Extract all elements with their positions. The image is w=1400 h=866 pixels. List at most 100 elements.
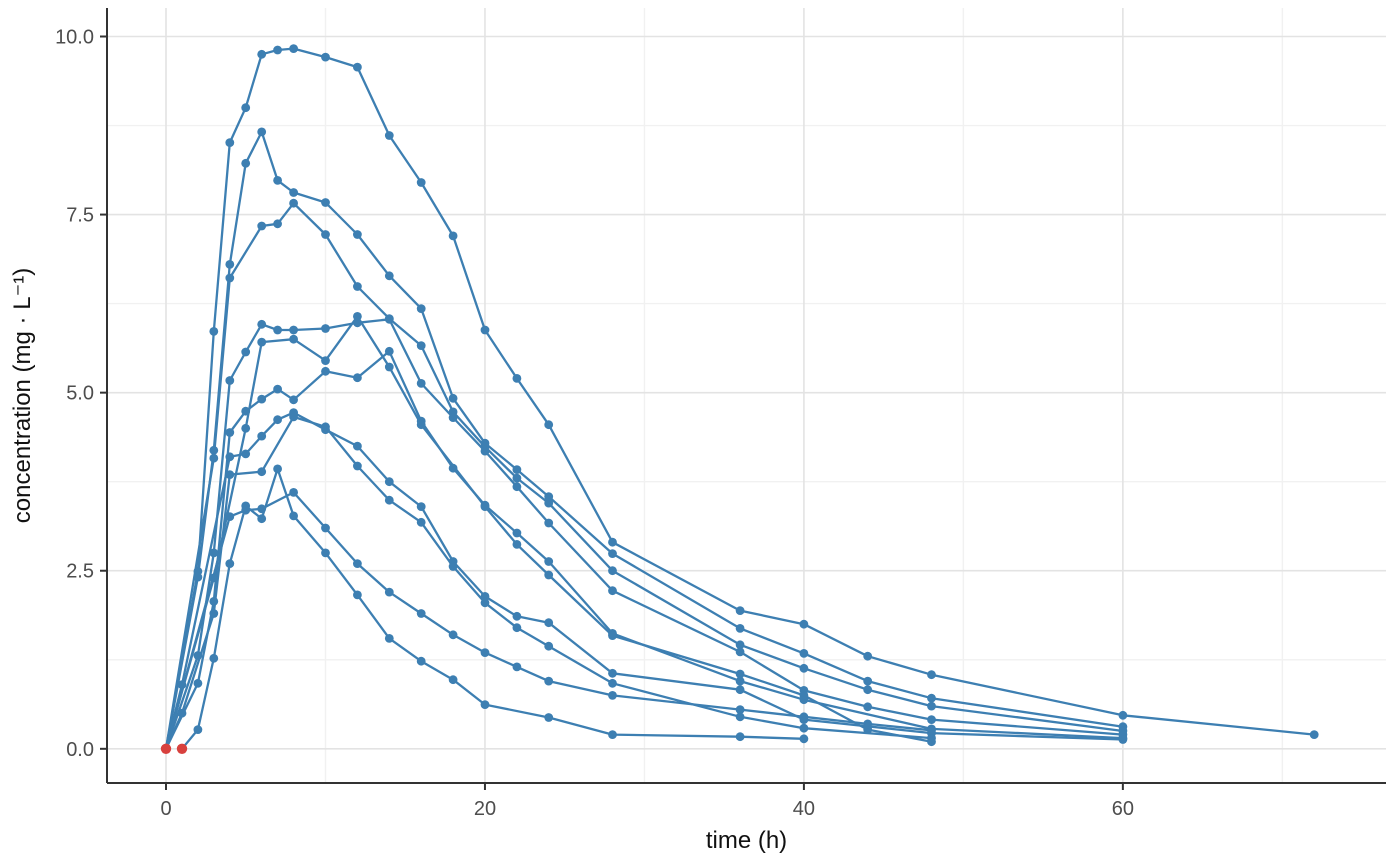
x-axis-title: time (h) <box>706 827 787 854</box>
data-point <box>353 62 362 72</box>
data-point <box>480 598 490 608</box>
series-line-profile-08 <box>180 467 806 750</box>
data-point <box>448 463 458 473</box>
data-point <box>209 453 219 463</box>
data-point <box>289 511 298 521</box>
y-tick-label: 2.5 <box>66 561 94 583</box>
data-point <box>225 376 235 385</box>
data-point <box>241 423 251 433</box>
series-line-profile-04 <box>164 318 1125 750</box>
data-point <box>225 470 235 479</box>
data-point <box>448 231 458 241</box>
data-point <box>209 548 219 558</box>
data-point <box>480 446 490 456</box>
data-point <box>416 656 426 666</box>
data-point <box>608 549 617 558</box>
data-point <box>799 712 809 722</box>
data-point <box>544 618 554 628</box>
data-point <box>416 502 426 511</box>
data-point <box>353 441 362 451</box>
data-point <box>735 669 745 679</box>
data-point <box>735 685 745 695</box>
data-point <box>480 592 490 601</box>
data-point <box>512 540 522 549</box>
data-point <box>448 393 458 403</box>
data-point <box>416 178 426 187</box>
data-point <box>241 103 251 113</box>
data-point <box>927 715 936 724</box>
data-point <box>799 723 809 733</box>
data-point <box>799 691 809 700</box>
y-tick-label: 0.0 <box>66 739 94 761</box>
data-point <box>273 325 282 335</box>
data-point <box>384 271 394 281</box>
data-point <box>544 676 554 686</box>
data-point <box>209 609 219 618</box>
data-point <box>384 477 394 487</box>
data-point <box>448 413 458 422</box>
data-point <box>193 678 203 688</box>
data-point <box>863 651 873 661</box>
data-point <box>257 49 267 59</box>
data-point <box>448 562 458 571</box>
data-point <box>353 461 362 471</box>
data-point <box>321 230 330 239</box>
data-point <box>480 325 490 335</box>
data-point <box>225 452 235 462</box>
data-point <box>193 651 203 660</box>
data-point <box>1118 735 1128 744</box>
data-point <box>1118 710 1128 720</box>
highlight-point <box>176 743 188 754</box>
data-point <box>512 662 522 672</box>
y-tick-label: 5.0 <box>66 383 94 405</box>
data-point <box>384 634 394 643</box>
data-point <box>735 732 745 742</box>
data-point <box>480 502 490 511</box>
data-point <box>321 52 330 62</box>
data-point <box>384 314 394 324</box>
data-point <box>241 406 251 416</box>
y-axis-title: concentration (mg · L⁻¹) <box>9 268 36 523</box>
data-point <box>241 505 251 515</box>
data-point <box>241 158 251 168</box>
data-point <box>289 325 298 335</box>
data-point <box>289 412 298 422</box>
series-line-profile-02 <box>164 130 1125 750</box>
data-point <box>384 131 394 140</box>
data-point <box>608 668 617 678</box>
data-point <box>273 384 282 394</box>
data-point <box>384 362 394 372</box>
x-tick-label: 40 <box>793 798 815 820</box>
data-point <box>416 341 426 350</box>
data-point <box>735 705 745 714</box>
data-point <box>177 680 187 690</box>
data-point <box>321 356 330 365</box>
x-tick-label: 0 <box>160 798 171 820</box>
data-point <box>512 528 522 538</box>
data-point <box>225 273 235 283</box>
data-point <box>289 488 298 497</box>
data-point <box>927 670 936 680</box>
data-point <box>863 676 873 686</box>
data-point <box>273 415 282 425</box>
data-point <box>209 653 219 663</box>
data-point <box>289 198 298 208</box>
data-point <box>608 678 617 688</box>
data-point <box>799 619 809 629</box>
data-point <box>257 221 267 231</box>
data-point <box>544 492 554 501</box>
data-point <box>544 498 554 508</box>
data-point <box>416 304 426 313</box>
data-point <box>273 45 282 55</box>
data-point <box>416 517 426 527</box>
data-point <box>735 676 745 686</box>
data-point <box>799 649 809 658</box>
data-point <box>193 572 203 582</box>
data-point <box>257 504 267 514</box>
data-point <box>241 449 251 459</box>
data-point <box>384 495 394 505</box>
data-point <box>321 548 330 558</box>
data-point <box>927 693 936 703</box>
